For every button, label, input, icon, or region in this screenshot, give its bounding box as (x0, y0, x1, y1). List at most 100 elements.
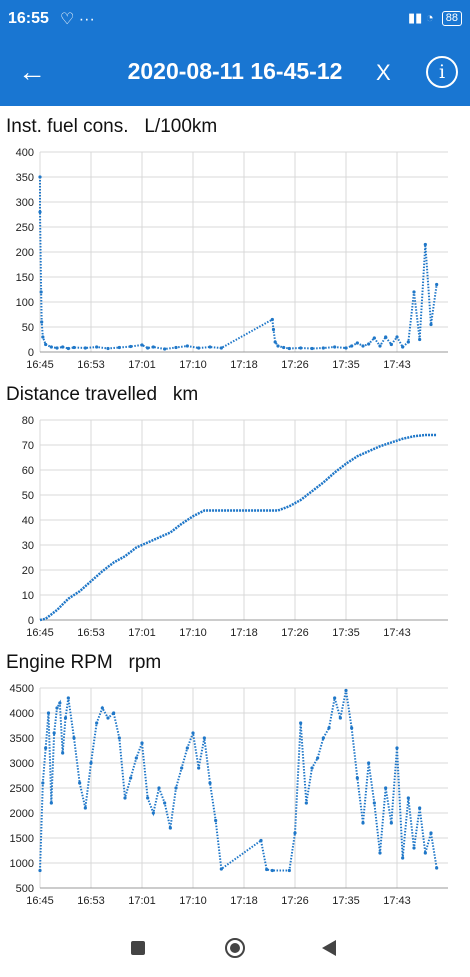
data-point (350, 344, 354, 348)
data-point (361, 821, 365, 825)
data-point (39, 290, 43, 294)
x-tick-label: 17:10 (179, 627, 207, 639)
data-point (191, 731, 195, 735)
data-point (106, 716, 110, 720)
home-button[interactable] (225, 938, 245, 958)
y-tick-label: 3500 (10, 733, 34, 745)
data-point (389, 821, 393, 825)
system-nav-bar (0, 920, 470, 977)
data-point (333, 345, 337, 349)
data-point (208, 345, 212, 349)
y-tick-label: 250 (16, 222, 34, 234)
recent-apps-button[interactable] (131, 941, 145, 955)
data-point (344, 688, 348, 693)
data-point (44, 746, 48, 750)
y-tick-label: 500 (16, 883, 34, 895)
data-point (168, 826, 172, 830)
signal-wifi-icon: ▮▮ ◔ (407, 10, 434, 25)
y-tick-label: 50 (22, 322, 34, 334)
y-tick-label: 350 (16, 172, 34, 184)
y-tick-label: 3000 (10, 758, 34, 770)
data-point (423, 242, 427, 247)
close-button[interactable]: X (376, 60, 391, 85)
y-tick-label: 400 (16, 147, 34, 159)
data-point (58, 701, 62, 705)
x-tick-label: 16:45 (26, 895, 54, 907)
system-icons: ▮▮ ◔ 88 (408, 10, 462, 26)
data-point (129, 344, 133, 349)
x-tick-label: 17:01 (128, 895, 156, 907)
data-point (40, 320, 44, 324)
data-point (63, 716, 68, 720)
app-bar: ← 2020-08-11 16-45-12 X i (0, 40, 470, 106)
data-point (372, 801, 376, 805)
data-point (174, 345, 178, 350)
x-tick-label: 17:35 (332, 895, 360, 907)
y-tick-label: 30 (22, 540, 34, 552)
data-point (367, 342, 371, 346)
data-point (140, 343, 144, 347)
data-point (180, 766, 184, 770)
data-point (219, 346, 223, 350)
data-point (112, 711, 116, 715)
data-point (41, 781, 45, 785)
back-arrow-icon[interactable]: ← (18, 56, 46, 87)
y-tick-label: 80 (22, 415, 34, 427)
y-tick-label: 20 (22, 565, 34, 577)
y-tick-label: 200 (16, 247, 34, 259)
series-trace (39, 690, 438, 872)
data-point (299, 721, 303, 725)
engine-rpm-chart: 500 1000 1500 2000 2500 3000 3500 4000 4500 16:45… (10, 683, 448, 907)
data-point (185, 344, 189, 348)
x-tick-label: 16:53 (77, 895, 105, 907)
nav-back-button[interactable] (322, 940, 336, 956)
x-tick-label: 17:18 (230, 895, 258, 907)
y-tick-label: 60 (22, 465, 34, 477)
x-tick-label: 16:53 (77, 627, 105, 639)
x-tick-label: 17:35 (332, 359, 360, 371)
data-point (321, 346, 325, 350)
data-point (310, 346, 314, 351)
x-tick-label: 17:43 (383, 895, 411, 907)
info-icon[interactable]: i (426, 56, 458, 88)
data-point (384, 786, 388, 790)
data-point (293, 831, 297, 835)
y-tick-label: 40 (22, 515, 34, 527)
data-point (259, 838, 263, 843)
x-tick-label: 17:10 (179, 359, 207, 371)
y-tick-label: 0 (28, 615, 34, 627)
data-point (163, 347, 167, 351)
data-point (265, 867, 269, 872)
data-point (395, 335, 399, 339)
x-tick-label: 17:26 (281, 895, 309, 907)
data-point (273, 340, 277, 344)
data-point (49, 801, 53, 805)
data-point (287, 346, 291, 351)
data-point (61, 345, 65, 349)
y-tick-label: 300 (16, 197, 34, 209)
data-point (146, 346, 150, 350)
data-point (412, 290, 416, 294)
y-tick-label: 4500 (10, 683, 34, 695)
data-point (287, 868, 291, 873)
data-point (197, 766, 201, 770)
series-line (39, 433, 437, 622)
y-tick-label: 2000 (10, 808, 34, 820)
data-point (270, 868, 274, 873)
x-tick-label: 16:45 (26, 359, 54, 371)
x-tick-label: 17:01 (128, 359, 156, 371)
data-point (299, 346, 303, 350)
data-point (151, 345, 155, 349)
data-point (117, 736, 121, 740)
y-tick-label: 70 (22, 440, 34, 452)
data-point (185, 746, 189, 750)
x-tick-label: 17:43 (383, 627, 411, 639)
data-point (333, 696, 337, 700)
y-tick-label: 150 (16, 272, 34, 284)
fuel-consumption-chart: 0 50 100 150 200 250 300 350 400 16:45 16:53 17:01 1… (16, 147, 448, 371)
data-point (66, 696, 70, 700)
y-tick-label: 4000 (10, 708, 34, 720)
data-point (418, 806, 422, 810)
rpm-chart-title: Engine RPM rpm (6, 652, 162, 673)
data-point (157, 786, 161, 790)
